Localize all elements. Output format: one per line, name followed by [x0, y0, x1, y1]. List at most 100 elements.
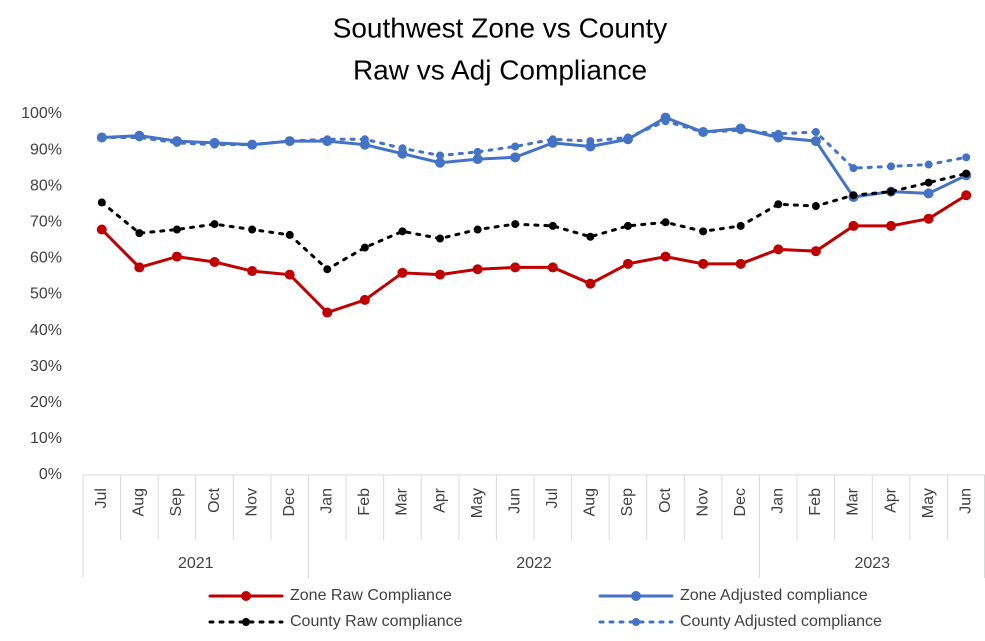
data-point: [510, 152, 521, 163]
x-tick-label: Jan: [319, 488, 336, 514]
data-point: [360, 135, 369, 144]
series-line: [100, 172, 968, 272]
x-tick-label: Oct: [206, 487, 223, 512]
data-point: [773, 244, 784, 255]
data-point: [811, 128, 820, 137]
series-line: [100, 115, 968, 199]
data-point: [962, 153, 971, 162]
x-tick-label: Apr: [882, 487, 899, 513]
data-point: [810, 246, 821, 257]
data-point: [510, 262, 521, 273]
data-point: [886, 220, 897, 231]
data-point: [473, 225, 482, 234]
data-point: [923, 213, 934, 224]
y-tick-label: 50%: [30, 286, 62, 303]
data-point: [774, 129, 783, 138]
data-point: [472, 264, 483, 275]
data-point: [623, 221, 632, 230]
data-point: [435, 157, 446, 168]
data-point: [661, 117, 670, 126]
x-tick-label: Sep: [168, 488, 185, 517]
legend-marker: [631, 591, 641, 601]
legend-label: Zone Raw Compliance: [290, 587, 452, 604]
series-line: [100, 193, 968, 315]
data-point: [247, 266, 258, 277]
data-point: [623, 133, 632, 142]
data-point: [660, 251, 671, 262]
data-point: [962, 169, 971, 178]
data-point: [97, 133, 106, 142]
group-label: 2023: [854, 555, 890, 572]
data-point: [585, 278, 596, 289]
data-point: [699, 227, 708, 236]
data-point: [736, 221, 745, 230]
data-point: [398, 144, 407, 153]
y-tick-label: 80%: [30, 177, 62, 194]
data-point: [924, 178, 933, 187]
data-point: [848, 220, 859, 231]
legend-label: County Adjusted compliance: [680, 613, 882, 630]
data-point: [699, 128, 708, 137]
legend-marker: [241, 591, 251, 601]
data-point: [135, 133, 144, 142]
data-point: [97, 198, 106, 207]
x-tick-label: Jun: [506, 488, 523, 514]
data-point: [248, 225, 257, 234]
data-point: [622, 258, 633, 269]
x-tick-label: Dec: [732, 488, 749, 516]
data-point: [887, 162, 896, 171]
data-point: [398, 227, 407, 236]
chart-subtitle: Raw vs Adj Compliance: [353, 54, 647, 85]
x-tick-label: Mar: [845, 487, 862, 515]
legend-marker: [242, 618, 250, 626]
data-point: [472, 154, 483, 165]
x-tick-label: Aug: [582, 488, 599, 516]
data-point: [548, 135, 557, 144]
data-point: [961, 190, 972, 201]
x-tick-label: May: [469, 488, 486, 518]
x-tick-label: Nov: [694, 488, 711, 516]
data-point: [172, 138, 181, 147]
data-point: [548, 221, 557, 230]
y-tick-label: 20%: [30, 394, 62, 411]
data-point: [322, 307, 333, 318]
data-point: [511, 220, 520, 229]
x-tick-label: Feb: [356, 488, 373, 516]
y-tick-label: 90%: [30, 141, 62, 158]
data-point: [736, 126, 745, 135]
x-tick-label: Nov: [243, 488, 260, 516]
x-tick-label: Jun: [957, 488, 974, 514]
data-point: [923, 188, 934, 199]
y-tick-label: 0%: [39, 466, 62, 483]
group-label: 2021: [178, 555, 214, 572]
data-point: [436, 151, 445, 160]
y-tick-label: 10%: [30, 430, 62, 447]
x-tick-label: May: [920, 488, 937, 518]
data-point: [210, 220, 219, 229]
x-tick-label: Dec: [281, 488, 298, 516]
legend-marker: [632, 618, 640, 626]
data-point: [323, 265, 332, 274]
legend-label: County Raw compliance: [290, 613, 463, 630]
data-point: [849, 164, 858, 173]
x-tick-label: Apr: [431, 487, 448, 513]
data-point: [586, 137, 595, 146]
x-tick-label: Aug: [131, 488, 148, 516]
x-tick-label: Jan: [770, 488, 787, 514]
data-point: [210, 140, 219, 149]
data-point: [96, 224, 107, 235]
data-point: [171, 251, 182, 262]
data-point: [436, 234, 445, 243]
data-point: [284, 269, 295, 280]
data-point: [359, 294, 370, 305]
y-tick-label: 30%: [30, 358, 62, 375]
data-point: [924, 160, 933, 169]
legend-label: Zone Adjusted compliance: [680, 587, 868, 604]
series-line: [100, 119, 968, 170]
data-point: [661, 218, 670, 227]
data-point: [172, 225, 181, 234]
x-tick-label: Jul: [93, 488, 110, 508]
data-point: [811, 202, 820, 211]
y-tick-label: 60%: [30, 250, 62, 267]
data-point: [360, 243, 369, 252]
